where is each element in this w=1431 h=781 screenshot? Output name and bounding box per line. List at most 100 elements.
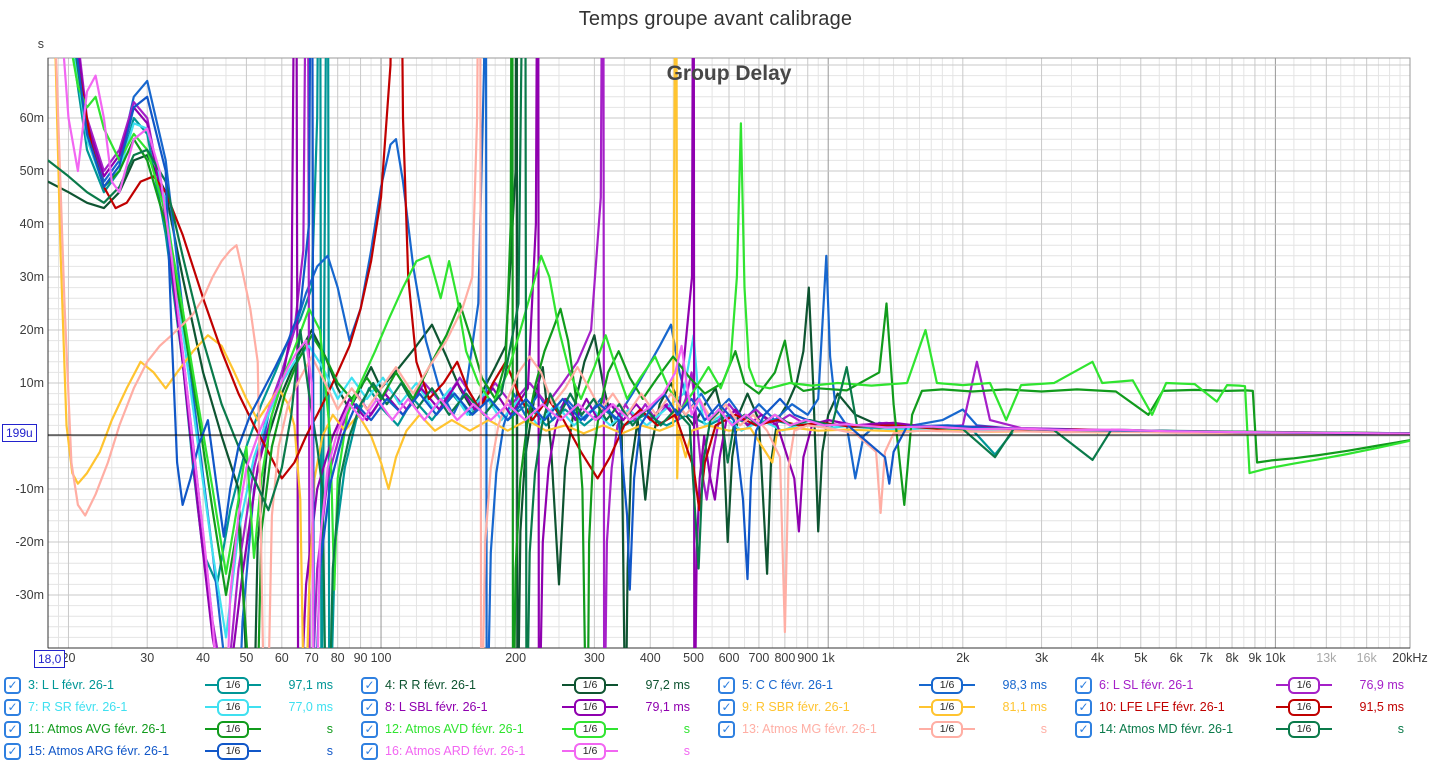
smoothing-control[interactable]: 1/6 xyxy=(178,742,288,760)
trace-delay-value: s xyxy=(1040,722,1047,736)
x-tick-label: 20kHz xyxy=(1392,651,1427,665)
legend-entry-4: ✓ 4: R R févr. 26-1 1/6 97,2 ms xyxy=(361,674,718,696)
trace-visible-checkbox[interactable]: ✓ xyxy=(718,720,735,738)
smoothing-badge[interactable]: 1/6 xyxy=(1287,698,1321,716)
smoothing-badge[interactable]: 1/6 xyxy=(216,720,250,738)
trace-line-sample xyxy=(204,706,217,708)
cursor-y-readout: 199u xyxy=(2,424,37,442)
legend-label[interactable]: 16: Atmos ARD févr. 26-1 xyxy=(385,744,526,758)
smoothing-control[interactable]: 1/6 xyxy=(1249,676,1359,694)
smoothing-badge[interactable]: 1/6 xyxy=(930,676,964,694)
trace-line-sample xyxy=(963,728,976,730)
trace-delay-value: 76,9 ms xyxy=(1359,678,1404,692)
smoothing-badge[interactable]: 1/6 xyxy=(216,676,250,694)
trace-visible-checkbox[interactable]: ✓ xyxy=(361,742,378,760)
legend-label[interactable]: 10: LFE LFE févr. 26-1 xyxy=(1099,700,1225,714)
smoothing-control[interactable]: 1/6 xyxy=(1249,698,1359,716)
smoothing-control[interactable]: 1/6 xyxy=(1249,720,1359,738)
trace-line-sample xyxy=(606,750,619,752)
trace-line-sample xyxy=(918,728,931,730)
legend-entry-15: ✓ 15: Atmos ARG févr. 26-1 1/6 s xyxy=(4,740,361,762)
x-tick-label: 1k xyxy=(822,651,836,665)
smoothing-control[interactable]: 1/6 xyxy=(535,698,645,716)
smoothing-badge[interactable]: 1/6 xyxy=(573,676,607,694)
legend-label[interactable]: 6: L SL févr. 26-1 xyxy=(1099,678,1194,692)
trace-visible-checkbox[interactable]: ✓ xyxy=(718,676,735,694)
smoothing-control[interactable]: 1/6 xyxy=(535,676,645,694)
trace-line-sample xyxy=(561,750,574,752)
trace-visible-checkbox[interactable]: ✓ xyxy=(1075,720,1092,738)
legend-label[interactable]: 14: Atmos MD févr. 26-1 xyxy=(1099,722,1234,736)
smoothing-badge[interactable]: 1/6 xyxy=(1287,676,1321,694)
x-tick-label: 4k xyxy=(1091,651,1105,665)
smoothing-control[interactable]: 1/6 xyxy=(892,676,1002,694)
smoothing-control[interactable]: 1/6 xyxy=(892,698,1002,716)
trace-line-sample xyxy=(918,684,931,686)
trace-line-sample xyxy=(204,750,217,752)
trace-visible-checkbox[interactable]: ✓ xyxy=(4,720,21,738)
trace-visible-checkbox[interactable]: ✓ xyxy=(361,720,378,738)
trace-legend: ✓ 3: L L févr. 26-1 1/6 97,1 ms ✓ 4: R R févr… xyxy=(4,674,1431,762)
smoothing-control[interactable]: 1/6 xyxy=(178,698,288,716)
x-tick-label: 3k xyxy=(1035,651,1049,665)
trace-line-sample xyxy=(1275,684,1288,686)
trace-visible-checkbox[interactable]: ✓ xyxy=(4,676,21,694)
trace-line-sample xyxy=(963,684,976,686)
smoothing-badge[interactable]: 1/6 xyxy=(573,742,607,760)
trace-visible-checkbox[interactable]: ✓ xyxy=(718,698,735,716)
smoothing-badge[interactable]: 1/6 xyxy=(1287,720,1321,738)
legend-label[interactable]: 11: Atmos AVG févr. 26-1 xyxy=(28,722,167,736)
smoothing-control[interactable]: 1/6 xyxy=(892,720,1002,738)
legend-entry-12: ✓ 12: Atmos AVD févr. 26-1 1/6 s xyxy=(361,718,718,740)
legend-label[interactable]: 12: Atmos AVD févr. 26-1 xyxy=(385,722,524,736)
legend-label[interactable]: 9: R SBR févr. 26-1 xyxy=(742,700,850,714)
x-tick-label: 2k xyxy=(956,651,970,665)
trace-visible-checkbox[interactable]: ✓ xyxy=(361,698,378,716)
legend-label[interactable]: 8: L SBL févr. 26-1 xyxy=(385,700,488,714)
trace-visible-checkbox[interactable]: ✓ xyxy=(361,676,378,694)
legend-label[interactable]: 7: R SR févr. 26-1 xyxy=(28,700,128,714)
smoothing-badge[interactable]: 1/6 xyxy=(930,698,964,716)
smoothing-badge[interactable]: 1/6 xyxy=(573,698,607,716)
smoothing-badge[interactable]: 1/6 xyxy=(216,698,250,716)
y-tick-label: 50m xyxy=(20,164,44,178)
trace-line-sample xyxy=(606,706,619,708)
trace-visible-checkbox[interactable]: ✓ xyxy=(4,698,21,716)
trace-16 xyxy=(62,58,1410,648)
legend-label[interactable]: 5: C C févr. 26-1 xyxy=(742,678,834,692)
smoothing-control[interactable]: 1/6 xyxy=(178,676,288,694)
smoothing-control[interactable]: 1/6 xyxy=(535,720,645,738)
trace-line-sample xyxy=(561,728,574,730)
legend-label[interactable]: 4: R R févr. 26-1 xyxy=(385,678,477,692)
y-tick-label: -10m xyxy=(16,482,44,496)
legend-label[interactable]: 13: Atmos MG févr. 26-1 xyxy=(742,722,877,736)
smoothing-badge[interactable]: 1/6 xyxy=(573,720,607,738)
legend-entry-3: ✓ 3: L L févr. 26-1 1/6 97,1 ms xyxy=(4,674,361,696)
trace-line-sample xyxy=(963,706,976,708)
smoothing-badge[interactable]: 1/6 xyxy=(216,742,250,760)
trace-delay-value: s xyxy=(326,744,333,758)
trace-visible-checkbox[interactable]: ✓ xyxy=(1075,676,1092,694)
x-tick-label: 30 xyxy=(140,651,154,665)
smoothing-badge[interactable]: 1/6 xyxy=(930,720,964,738)
trace-13 xyxy=(55,58,1410,648)
trace-visible-checkbox[interactable]: ✓ xyxy=(4,742,21,760)
x-tick-label: 900 xyxy=(797,651,818,665)
trace-visible-checkbox[interactable]: ✓ xyxy=(1075,698,1092,716)
x-tick-label: 80 xyxy=(331,651,345,665)
legend-label[interactable]: 3: L L févr. 26-1 xyxy=(28,678,114,692)
x-tick-label: 100 xyxy=(371,651,392,665)
legend-label[interactable]: 15: Atmos ARG févr. 26-1 xyxy=(28,744,170,758)
trace-delay-value: s xyxy=(683,744,690,758)
x-tick-label: 800 xyxy=(774,651,795,665)
trace-delay-value: 98,3 ms xyxy=(1002,678,1047,692)
smoothing-control[interactable]: 1/6 xyxy=(535,742,645,760)
trace-4 xyxy=(48,58,1410,648)
legend-entry-14: ✓ 14: Atmos MD févr. 26-1 1/6 s xyxy=(1075,718,1431,740)
x-tick-label: 40 xyxy=(196,651,210,665)
trace-line-sample xyxy=(561,706,574,708)
trace-line-sample xyxy=(918,706,931,708)
smoothing-control[interactable]: 1/6 xyxy=(178,720,288,738)
